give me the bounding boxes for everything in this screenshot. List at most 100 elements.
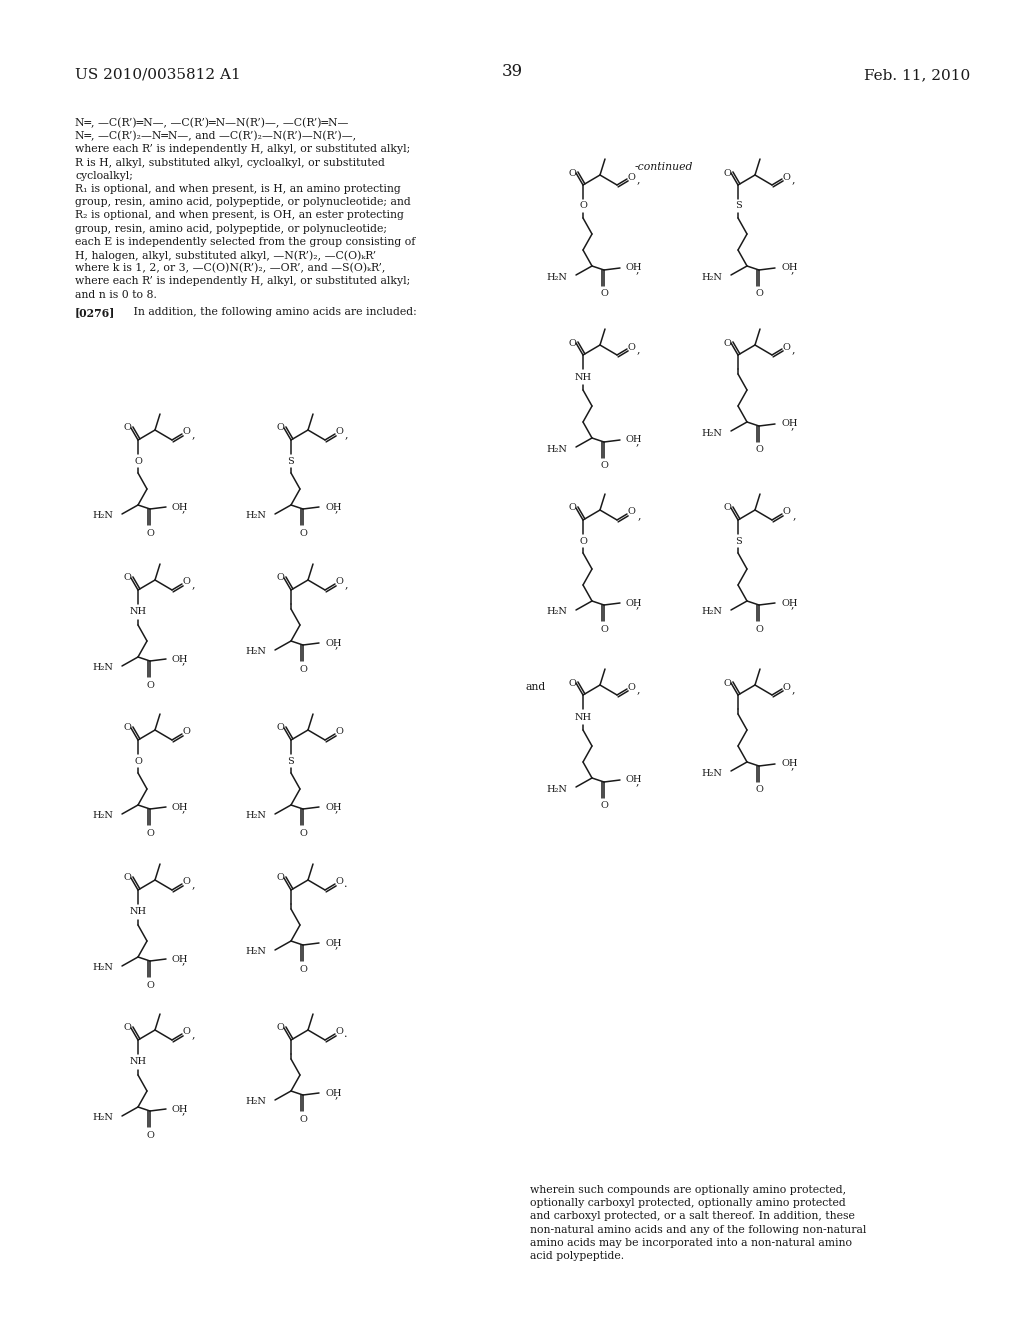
Text: OH: OH bbox=[781, 420, 798, 429]
Text: O: O bbox=[123, 573, 131, 582]
Text: wherein such compounds are optionally amino protected,: wherein such compounds are optionally am… bbox=[530, 1185, 846, 1195]
Text: O: O bbox=[299, 528, 307, 537]
Text: US 2010/0035812 A1: US 2010/0035812 A1 bbox=[75, 69, 241, 82]
Text: H₂N: H₂N bbox=[245, 948, 266, 957]
Text: O: O bbox=[182, 428, 189, 437]
Text: ,: , bbox=[791, 599, 794, 609]
Text: R₁ is optional, and when present, is H, an amino protecting: R₁ is optional, and when present, is H, … bbox=[75, 183, 400, 194]
Text: NH: NH bbox=[574, 372, 592, 381]
Text: ,: , bbox=[635, 436, 639, 446]
Text: O: O bbox=[123, 723, 131, 733]
Text: OH: OH bbox=[325, 639, 341, 648]
Text: ,: , bbox=[792, 684, 795, 694]
Text: NH: NH bbox=[129, 908, 146, 916]
Text: N═, —C(R’)₂—N═N—, and —C(R’)₂—N(R’)—N(R’)—,: N═, —C(R’)₂—N═N—, and —C(R’)₂—N(R’)—N(R’… bbox=[75, 131, 356, 141]
Text: ,: , bbox=[636, 174, 640, 183]
Text: where each R’ is independently H, alkyl, or substituted alkyl;: where each R’ is independently H, alkyl,… bbox=[75, 144, 411, 154]
Text: non-natural amino acids and any of the following non-natural: non-natural amino acids and any of the f… bbox=[530, 1225, 866, 1234]
Text: O: O bbox=[276, 424, 284, 433]
Text: O: O bbox=[723, 169, 731, 177]
Text: O: O bbox=[782, 682, 790, 692]
Text: O: O bbox=[335, 878, 343, 887]
Text: ,: , bbox=[334, 803, 338, 813]
Text: O: O bbox=[723, 503, 731, 512]
Text: OH: OH bbox=[781, 759, 798, 768]
Text: O: O bbox=[755, 289, 763, 298]
Text: O: O bbox=[600, 801, 608, 810]
Text: H₂N: H₂N bbox=[546, 607, 567, 616]
Text: H₂N: H₂N bbox=[701, 768, 722, 777]
Text: optionally carboxyl protected, optionally amino protected: optionally carboxyl protected, optionall… bbox=[530, 1199, 846, 1208]
Text: O: O bbox=[627, 682, 635, 692]
Text: 39: 39 bbox=[502, 63, 522, 81]
Text: each E is independently selected from the group consisting of: each E is independently selected from th… bbox=[75, 236, 416, 247]
Text: acid polypeptide.: acid polypeptide. bbox=[530, 1251, 624, 1261]
Text: O: O bbox=[182, 878, 189, 887]
Text: cycloalkyl;: cycloalkyl; bbox=[75, 170, 133, 181]
Text: O: O bbox=[134, 756, 142, 766]
Text: O: O bbox=[182, 727, 189, 737]
Text: O: O bbox=[568, 678, 575, 688]
Text: ,: , bbox=[636, 684, 640, 694]
Text: ,: , bbox=[181, 503, 184, 513]
Text: O: O bbox=[782, 507, 790, 516]
Text: O: O bbox=[755, 446, 763, 454]
Text: O: O bbox=[299, 1114, 307, 1123]
Text: ,: , bbox=[344, 579, 348, 589]
Text: O: O bbox=[182, 578, 189, 586]
Text: H₂N: H₂N bbox=[245, 812, 266, 821]
Text: S: S bbox=[288, 756, 294, 766]
Text: ,: , bbox=[181, 954, 184, 965]
Text: ,: , bbox=[191, 879, 195, 888]
Text: O: O bbox=[627, 342, 635, 351]
Text: O: O bbox=[146, 1130, 154, 1139]
Text: O: O bbox=[627, 507, 635, 516]
Text: O: O bbox=[335, 727, 343, 737]
Text: O: O bbox=[276, 723, 284, 733]
Text: amino acids may be incorporated into a non-natural amino: amino acids may be incorporated into a n… bbox=[530, 1238, 852, 1247]
Text: group, resin, amino acid, polypeptide, or polynucleotide;: group, resin, amino acid, polypeptide, o… bbox=[75, 223, 387, 234]
Text: O: O bbox=[579, 202, 587, 210]
Text: R is H, alkyl, substituted alkyl, cycloalkyl, or substituted: R is H, alkyl, substituted alkyl, cycloa… bbox=[75, 157, 385, 168]
Text: NH: NH bbox=[129, 1057, 146, 1067]
Text: ,: , bbox=[791, 264, 794, 275]
Text: OH: OH bbox=[781, 264, 798, 272]
Text: OH: OH bbox=[172, 503, 188, 511]
Text: H, halogen, alkyl, substituted alkyl, —N(R’)₂, —C(O)ₖR’: H, halogen, alkyl, substituted alkyl, —N… bbox=[75, 249, 376, 260]
Text: ,: , bbox=[635, 776, 639, 785]
Text: H₂N: H₂N bbox=[701, 272, 722, 281]
Text: OH: OH bbox=[626, 598, 642, 607]
Text: O: O bbox=[627, 173, 635, 181]
Text: OH: OH bbox=[172, 954, 188, 964]
Text: OH: OH bbox=[325, 503, 341, 511]
Text: O: O bbox=[335, 1027, 343, 1036]
Text: O: O bbox=[568, 169, 575, 177]
Text: H₂N: H₂N bbox=[701, 429, 722, 437]
Text: and: and bbox=[526, 682, 546, 692]
Text: R₂ is optional, and when present, is OH, an ester protecting: R₂ is optional, and when present, is OH,… bbox=[75, 210, 403, 220]
Text: where k is 1, 2, or 3, —C(O)N(R’)₂, —OR’, and —S(O)ₖR’,: where k is 1, 2, or 3, —C(O)N(R’)₂, —OR’… bbox=[75, 263, 385, 273]
Text: O: O bbox=[723, 338, 731, 347]
Text: O: O bbox=[600, 289, 608, 298]
Text: O: O bbox=[123, 874, 131, 883]
Text: where each R’ is independently H, alkyl, or substituted alkyl;: where each R’ is independently H, alkyl,… bbox=[75, 276, 411, 286]
Text: ,: , bbox=[792, 174, 795, 183]
Text: ,: , bbox=[792, 345, 795, 354]
Text: H₂N: H₂N bbox=[245, 648, 266, 656]
Text: ,: , bbox=[635, 264, 639, 275]
Text: ,: , bbox=[191, 1030, 195, 1039]
Text: O: O bbox=[755, 785, 763, 795]
Text: O: O bbox=[146, 981, 154, 990]
Text: Feb. 11, 2010: Feb. 11, 2010 bbox=[864, 69, 970, 82]
Text: H₂N: H₂N bbox=[92, 964, 113, 973]
Text: O: O bbox=[782, 173, 790, 181]
Text: H₂N: H₂N bbox=[245, 511, 266, 520]
Text: S: S bbox=[288, 457, 294, 466]
Text: O: O bbox=[299, 664, 307, 673]
Text: OH: OH bbox=[325, 939, 341, 948]
Text: OH: OH bbox=[325, 1089, 341, 1097]
Text: ,: , bbox=[191, 429, 195, 440]
Text: H₂N: H₂N bbox=[92, 511, 113, 520]
Text: NH: NH bbox=[129, 607, 146, 616]
Text: ,: , bbox=[635, 599, 639, 609]
